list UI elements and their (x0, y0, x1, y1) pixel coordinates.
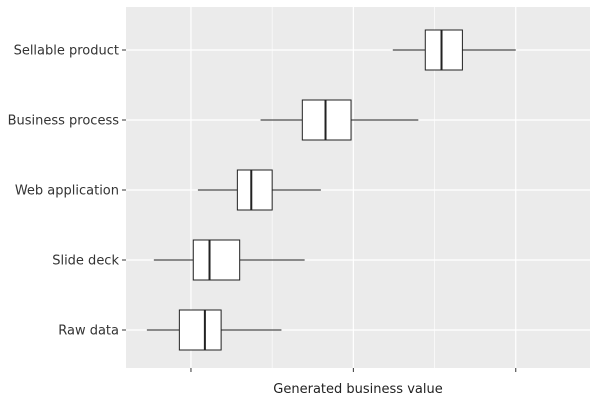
iqr-box (192, 239, 241, 281)
box-raw-data (146, 309, 282, 351)
category-label: Raw data (58, 324, 119, 339)
box-slide-deck (153, 239, 305, 281)
iqr-box (178, 309, 222, 351)
category-label: Business process (8, 114, 120, 129)
iqr-box (236, 169, 273, 211)
category-label: Sellable product (14, 44, 119, 59)
x-axis-title: Generated business value (273, 382, 442, 397)
category-label: Slide deck (52, 254, 119, 269)
category-label: Web application (15, 184, 119, 199)
box-web-application (197, 169, 321, 211)
box-business-process (260, 99, 419, 141)
iqr-box (424, 29, 463, 71)
category-labels: Sellable product Business process Web appl… (8, 44, 517, 372)
iqr-box (301, 99, 352, 141)
box-sellable-product (392, 29, 516, 71)
box-layer (146, 29, 516, 351)
plot-panel (126, 7, 590, 368)
